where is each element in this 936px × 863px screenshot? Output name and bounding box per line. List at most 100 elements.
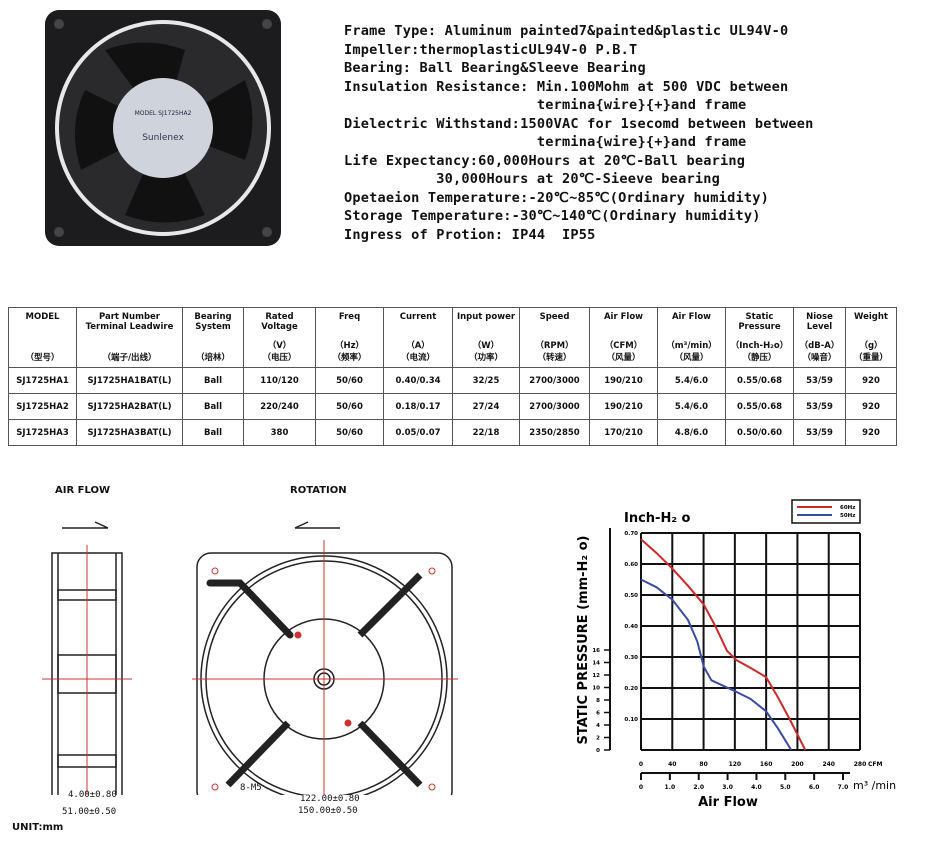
table-row: SJ1725HA3 SJ1725HA3BAT(L) Ball 380 50/60 0.05… [8,419,897,446]
dim-width: 150.00±0.50 [298,806,358,816]
spec-list: Frame Type: Aluminum painted7&painted&pl… [344,22,814,244]
column-header: Current （A） （电流） [383,307,453,368]
column-header: Input power （W） （功率） [452,307,520,368]
y2-tick-label: 10 [592,686,600,692]
chart-title: Inch-H₂ o [624,511,691,526]
header-name: Rated Voltage [261,312,298,332]
table-cell: 27/24 [452,393,520,420]
header-cn: （功率） [468,353,503,363]
table-cell: SJ1725HA3 [8,419,77,446]
header-unit: （RPM） [535,341,574,351]
x2-tick-label: 3.0 [722,784,733,791]
table-cell: 2350/2850 [519,419,590,446]
table-cell: 4.8/6.0 [657,419,726,446]
header-name: Air Flow [603,312,644,322]
table-cell: SJ1725HA3BAT(L) [76,419,183,446]
header-cn: （风量） [606,353,641,363]
column-header: Niose Level （dB-A） （噪音） [793,307,846,368]
header-name: Weight [854,312,888,322]
y2-tick-label: 6 [596,711,600,717]
header-name: Speed [539,312,570,322]
header-unit: （m³/min） [666,341,717,351]
x2-tick-label: 6.0 [809,784,820,791]
header-cn: （电压） [262,353,297,363]
spec-line: Insulation Resistance: Min.100Mohm at 50… [344,78,789,95]
header-name: Air Flow [671,312,712,322]
x-tick-label: 80 [699,761,707,768]
table-cell: 53/59 [793,419,846,446]
x2-tick-label: 1.0 [665,784,676,791]
x2-tick-label: 0 [639,784,643,791]
header-unit: （V） [267,341,292,351]
table-cell: SJ1725HA1BAT(L) [76,367,183,394]
table-cell: 0.50/0.60 [725,419,794,446]
table-cell: 920 [845,393,897,420]
y-tick-label: 0.10 [624,717,638,723]
header-unit: （A） [406,341,430,351]
header-unit: （Hz） [334,341,365,351]
spec-line: Dielectric Withstand:1500VAC for 1secomd… [344,115,814,132]
spec-line: termina{wire}{+}and frame [344,97,747,113]
table-cell: 0.55/0.68 [725,393,794,420]
header-name: Niose Level [806,312,833,332]
x2-unit-label: m³ /min [853,779,896,792]
dim-holes: 8-M5 [240,783,262,793]
y-tick-label: 0.30 [624,655,638,661]
header-unit: （W） [472,341,500,351]
column-header: Rated Voltage （V） （电压） [243,307,316,368]
table-cell: 50/60 [315,419,384,446]
header-cn: （噪音） [802,353,837,363]
y2-tick-label: 8 [596,698,600,704]
x2-tick-label: 7.0 [838,784,849,791]
x-tick-label: 160 [760,761,773,768]
x-tick-label: 200 [791,761,804,768]
table-cell: 920 [845,367,897,394]
dim-frame-thickness: 4.00±0.80 [68,790,117,800]
column-header: Air Flow （CFM） （风量） [589,307,658,368]
y-tick-label: 0.40 [624,624,638,630]
y2-tick-label: 0 [596,748,600,754]
header-name: Current [399,312,437,322]
x2-tick-label: 5.0 [780,784,791,791]
table-cell: 5.4/6.0 [657,393,726,420]
column-header: Freq （Hz） （频率） [315,307,384,368]
table-cell: 190/210 [589,367,658,394]
x-tick-label: 280 [854,761,867,768]
spec-line: Bearing: Ball Bearing&Sleeve Bearing [344,60,646,76]
y2-tick-label: 4 [596,723,600,729]
y-tick-label: 0.60 [624,562,638,568]
header-unit: （g） [859,341,883,351]
x-tick-label: 40 [668,761,676,768]
spec-line: Life Expectancy:60,000Hours at 20℃-Ball … [344,152,746,169]
header-name: MODEL [25,312,60,322]
header-name: Bearing System [194,312,232,332]
column-header: Weight （g） （重量） [845,307,897,368]
spec-line: Ingress of Protion: IP44 IP55 [344,226,596,243]
table-cell: 170/210 [589,419,658,446]
header-unit: （Inch-H₂o） [730,341,789,351]
dim-depth: 51.00±0.50 [62,807,117,817]
table-cell: Ball [182,367,244,394]
table-cell: 220/240 [243,393,316,420]
header-unit: （CFM） [604,341,643,351]
y-tick-label: 0.20 [624,686,638,692]
header-name: Part Number Terminal Leadwire [85,312,174,332]
x2-tick-label: 2.0 [693,784,704,791]
header-unit: （dB-A） [799,341,840,351]
header-cn: （风量） [674,353,709,363]
model-table: MODEL （型号） Part Number Terminal Leadwire （端… [8,307,897,446]
table-cell: 50/60 [315,393,384,420]
header-cn: （型号） [25,353,60,363]
table-cell: 2700/3000 [519,393,590,420]
y2-tick-label: 14 [592,661,600,667]
x-tick-label: 240 [822,761,835,768]
y2-tick-label: 2 [596,736,600,742]
header-cn: （转速） [537,353,572,363]
header-cn: （静压） [742,353,777,363]
dim-hole-spacing: 122.00±0.80 [300,794,360,804]
column-header: Part Number Terminal Leadwire （端子/出线） [76,307,183,368]
x-axis-title: Air Flow [698,795,758,810]
header-name: Freq [338,312,361,322]
fan-photo: MODEL SJ1725HA2 Sunlenex [45,10,281,246]
photo-brand-label: Sunlenex [142,133,184,143]
